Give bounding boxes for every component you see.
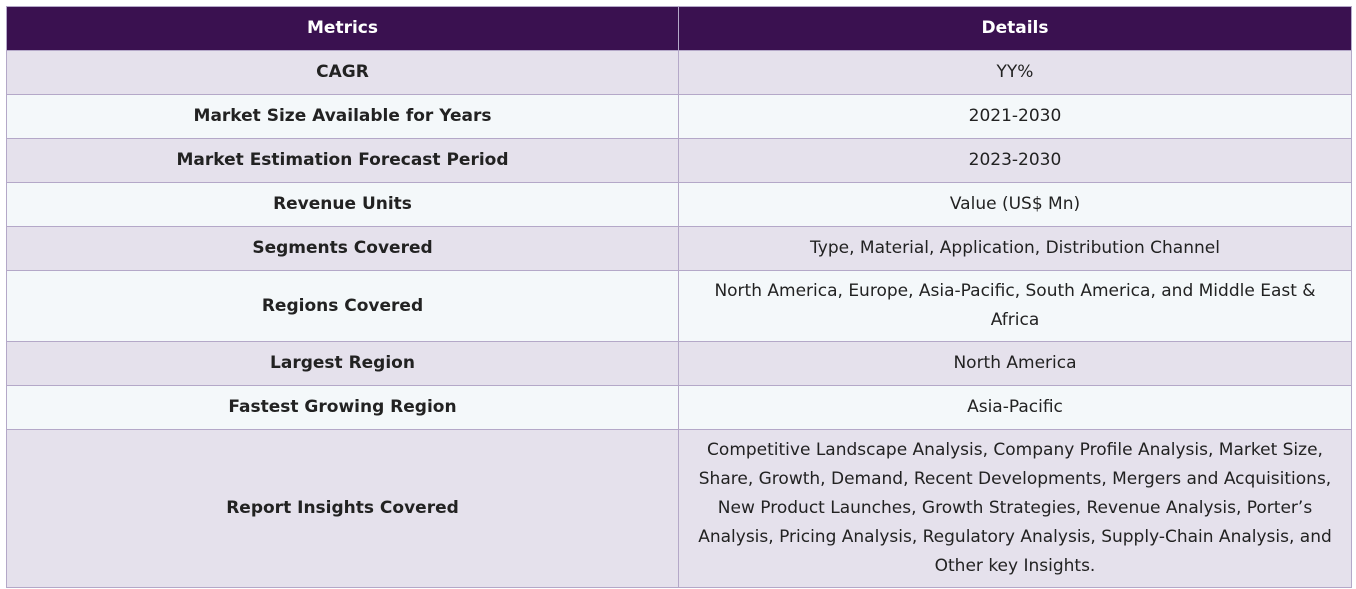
metric-cell: Segments Covered (6, 226, 679, 271)
table-row: Report Insights Covered Competitive Lands… (6, 429, 1352, 588)
detail-cell: North America (678, 341, 1352, 386)
table-row: Market Size Available for Years 2021-2030 (6, 94, 1352, 139)
metric-cell: Largest Region (6, 341, 679, 386)
detail-cell: Type, Material, Application, Distributio… (678, 226, 1352, 271)
table-row: CAGR YY% (6, 50, 1352, 95)
metric-cell: Market Size Available for Years (6, 94, 679, 139)
table-row: Fastest Growing Region Asia-Pacific (6, 385, 1352, 430)
table-row: Market Estimation Forecast Period 2023-20… (6, 138, 1352, 183)
table-row: Largest Region North America (6, 341, 1352, 386)
detail-cell: YY% (678, 50, 1352, 95)
metric-cell: Report Insights Covered (6, 429, 679, 588)
detail-cell: Value (US$ Mn) (678, 182, 1352, 227)
detail-cell: Asia-Pacific (678, 385, 1352, 430)
table-row: Regions Covered North America, Europe, As… (6, 270, 1352, 342)
metric-cell: Revenue Units (6, 182, 679, 227)
metric-cell: Market Estimation Forecast Period (6, 138, 679, 183)
table-row: Revenue Units Value (US$ Mn) (6, 182, 1352, 227)
detail-cell: North America, Europe, Asia-Pacific, Sou… (678, 270, 1352, 342)
header-row: Metrics Details (6, 6, 1352, 51)
header-cell: Details (678, 6, 1352, 51)
metric-cell: CAGR (6, 50, 679, 95)
metric-cell: Fastest Growing Region (6, 385, 679, 430)
header-cell: Metrics (6, 6, 679, 51)
metric-cell: Regions Covered (6, 270, 679, 342)
table-header: Metrics Details (6, 6, 1352, 51)
detail-cell: 2021-2030 (678, 94, 1352, 139)
table-body: CAGR YY% Market Size Available for Years 20… (6, 50, 1352, 588)
table-row: Segments Covered Type, Material, Applicat… (6, 226, 1352, 271)
detail-cell: 2023-2030 (678, 138, 1352, 183)
metrics-table: Metrics Details CAGR YY% Market Size Avail… (6, 6, 1352, 588)
detail-cell: Competitive Landscape Analysis, Company … (678, 429, 1352, 588)
